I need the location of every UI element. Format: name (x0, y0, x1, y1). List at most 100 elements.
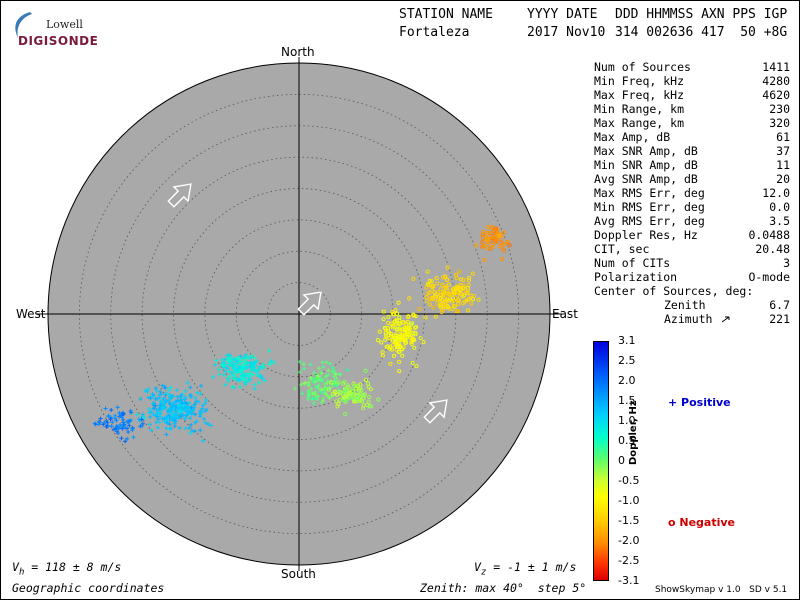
negative-source-mark (342, 389, 347, 394)
positive-source-mark (242, 380, 247, 385)
center-of-sources-label: Center of Sources, deg: (594, 284, 754, 298)
positive-source-mark (162, 404, 167, 409)
vh-value: = 118 ± 8 m/s (24, 560, 122, 574)
positive-source-mark (187, 426, 192, 430)
coordinate-system: Geographic coordinates (12, 581, 165, 595)
negative-source-mark (400, 320, 405, 325)
negative-source-mark (499, 257, 505, 262)
negative-source-mark (358, 382, 363, 387)
positive-source-mark (313, 390, 318, 395)
positive-source-mark (109, 424, 114, 429)
positive-source-mark (250, 372, 255, 377)
positive-source-mark (251, 367, 256, 372)
negative-source-mark (426, 282, 431, 287)
positive-source-mark (167, 387, 172, 392)
stat-row: Polarization O-mode (594, 270, 790, 284)
negative-source-mark (405, 327, 410, 332)
positive-source-mark (261, 366, 266, 371)
positive-source-mark (322, 382, 327, 387)
negative-source-mark (369, 404, 374, 409)
negative-source-mark (412, 345, 417, 350)
azimuth-value: 221 (769, 312, 790, 326)
positive-source-mark (182, 400, 187, 405)
positive-source-mark (321, 365, 326, 370)
positive-source-mark (328, 361, 333, 366)
negative-source-mark (458, 282, 463, 288)
positive-source-mark (199, 383, 204, 388)
positive-source-mark (326, 372, 331, 377)
negative-source-mark (406, 325, 411, 330)
drift-arrow-icon (167, 183, 192, 208)
positive-source-mark (159, 399, 164, 404)
colorbar-tick-label: 3.1 (618, 334, 636, 347)
negative-source-mark (402, 336, 407, 341)
stat-value: 320 (769, 116, 790, 130)
positive-source-mark (293, 386, 298, 391)
stat-value: 20.48 (755, 242, 790, 256)
positive-source-mark (170, 401, 175, 406)
positive-source-mark (297, 359, 302, 364)
negative-source-mark (467, 275, 472, 280)
positive-source-mark (247, 373, 252, 378)
positive-source-mark (252, 361, 257, 366)
positive-source-mark (157, 392, 162, 397)
positive-source-mark (110, 420, 115, 425)
negative-source-mark (358, 386, 363, 391)
negative-source-mark (350, 389, 356, 394)
negative-source-mark (445, 303, 450, 309)
negative-source-mark (389, 333, 394, 338)
positive-source-mark (323, 374, 328, 379)
negative-source-mark (425, 291, 430, 296)
negative-source-mark (437, 304, 442, 309)
negative-source-mark (358, 391, 363, 397)
colorbar-tick-label: 0 (618, 454, 625, 467)
positive-source-mark (195, 390, 200, 395)
positive-source-mark (170, 412, 175, 417)
positive-source-mark (201, 403, 206, 408)
positive-source-mark (252, 386, 257, 391)
positive-source-mark (183, 426, 188, 431)
logo-text-digisonde: DIGISONDE (18, 34, 99, 48)
negative-source-mark (455, 301, 461, 306)
positive-source-mark (181, 413, 186, 418)
header-date: 2017 Nov10 (527, 25, 606, 40)
negative-source-mark (474, 243, 479, 248)
positive-source-mark (189, 395, 194, 400)
negative-source-mark (409, 341, 414, 346)
negative-source-mark (411, 276, 416, 281)
drift-arrow-icon (423, 399, 448, 424)
positive-source-mark (300, 391, 305, 396)
stat-key: Max Range, km (594, 116, 685, 130)
zenith-scale: Zenith: max 40° step 5° (420, 581, 587, 595)
vz-value: = -1 ± 1 m/s (486, 560, 577, 574)
positive-source-mark (187, 400, 192, 405)
positive-source-mark (167, 414, 172, 419)
positive-source-mark (168, 427, 173, 432)
direction-east: East (552, 307, 578, 321)
negative-source-mark (499, 240, 504, 245)
stat-value: 37 (776, 144, 790, 158)
positive-source-mark (308, 376, 313, 381)
positive-source-mark (163, 385, 168, 390)
positive-source-mark (240, 356, 245, 361)
positive-source-mark (329, 369, 334, 374)
colorbar-title: Doppler, Hz (628, 400, 639, 465)
positive-source-mark (188, 431, 193, 436)
negative-source-mark (341, 381, 346, 386)
positive-source-mark (159, 407, 164, 412)
positive-source-mark (188, 422, 193, 427)
positive-source-mark (302, 366, 307, 371)
stat-value: 11 (776, 158, 790, 172)
vh-subscript: h (18, 567, 25, 578)
negative-source-mark (430, 296, 435, 301)
positive-source-mark (226, 379, 231, 384)
positive-source-mark (121, 423, 126, 428)
positive-source-mark (337, 372, 342, 377)
negative-source-mark (445, 265, 450, 270)
positive-source-mark (98, 416, 103, 421)
vz-symbol: V (474, 560, 481, 574)
positive-source-mark (126, 420, 131, 425)
negative-source-mark (493, 226, 498, 231)
positive-source-mark (180, 401, 185, 406)
positive-source-mark (127, 423, 132, 428)
